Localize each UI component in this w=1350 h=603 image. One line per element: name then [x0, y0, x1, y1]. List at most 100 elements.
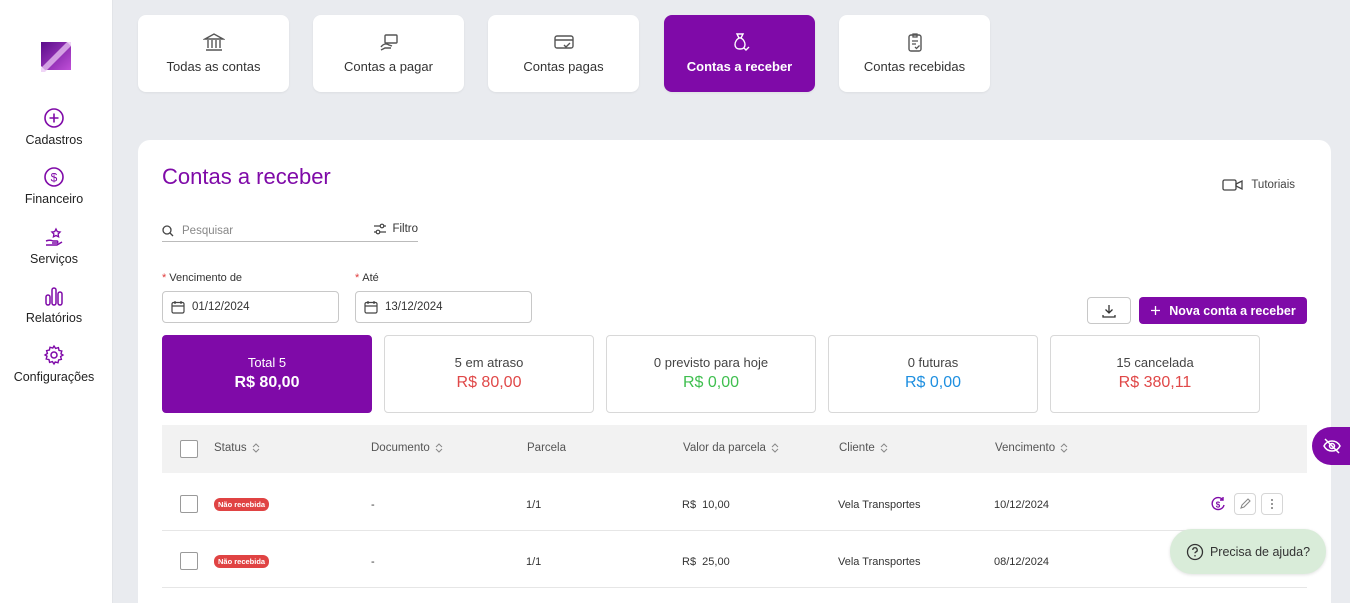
plus-circle-icon [44, 108, 64, 128]
sort-icon [252, 443, 259, 453]
required-mark: * [355, 272, 360, 284]
tab-label: Contas recebidas [863, 59, 966, 74]
due-to-value: 13/12/2024 [385, 301, 443, 313]
sidebar-item-label: Relatórios [25, 311, 83, 325]
tab-label: Contas pagas [523, 59, 604, 74]
cell-documento: - [371, 499, 375, 511]
help-button[interactable]: Precisa de ajuda? [1170, 529, 1326, 574]
sidebar-item-cadastros[interactable]: Cadastros [0, 107, 108, 149]
sidebar-item-servicos[interactable]: Serviços [0, 226, 108, 268]
cell-valor: R$ 25,00 [682, 556, 730, 568]
column-header-vencimento[interactable]: Vencimento [995, 442, 1068, 454]
column-header-valor[interactable]: Valor da parcela [683, 442, 779, 454]
column-header-cliente[interactable]: Cliente [839, 442, 888, 454]
gear-icon [43, 344, 65, 366]
sidebar-item-label: Configurações [13, 370, 95, 384]
column-header-documento[interactable]: Documento [371, 442, 443, 454]
question-circle-icon [1186, 543, 1204, 560]
table-row[interactable]: Não recebida - 1/1 R$ 25,00 Vela Transpo… [162, 531, 1307, 588]
due-from-label-text: Vencimento de [169, 272, 243, 284]
select-all-checkbox[interactable] [180, 440, 198, 458]
tab-contas-a-receber[interactable]: Contas a receber [664, 15, 815, 92]
search-icon [162, 224, 174, 236]
column-header-label: Valor da parcela [683, 442, 766, 454]
search-input[interactable] [182, 224, 362, 237]
sort-icon [435, 443, 443, 453]
page-title: Contas a receber [162, 164, 331, 189]
row-actions: $ [1207, 493, 1283, 515]
summary-value: R$ 80,00 [456, 374, 522, 391]
summary-future[interactable]: 0 futuras R$ 0,00 [828, 335, 1038, 413]
eye-off-icon [1323, 438, 1341, 454]
video-camera-icon [1222, 179, 1243, 191]
tab-contas-recebidas[interactable]: Contas recebidas [839, 15, 990, 92]
summary-label: 15 cancelada [1116, 355, 1194, 370]
hand-money-icon [379, 34, 398, 51]
sidebar-item-financeiro[interactable]: $ Financeiro [0, 166, 108, 208]
pencil-icon [1240, 498, 1251, 509]
column-header-parcela: Parcela [527, 442, 566, 454]
bank-icon [202, 33, 225, 51]
table-row[interactable]: Não recebida - 1/1 R$ 10,00 Vela Transpo… [162, 474, 1307, 531]
status-badge: Não recebida [214, 555, 270, 568]
sidebar-item-relatorios[interactable]: Relatórios [0, 285, 108, 327]
clipboard-check-icon [907, 33, 922, 52]
tutorials-link[interactable]: Tutoriais [1222, 178, 1295, 192]
cell-vencimento: 10/12/2024 [994, 499, 1050, 511]
hide-values-toggle[interactable] [1312, 427, 1350, 465]
column-header-label: Status [214, 442, 247, 454]
summary-cancelled[interactable]: 15 cancelada R$ 380,11 [1050, 335, 1260, 413]
download-button[interactable] [1087, 297, 1131, 324]
column-header-label: Parcela [527, 442, 566, 454]
required-mark: * [162, 272, 167, 284]
summary-overdue[interactable]: 5 em atraso R$ 80,00 [384, 335, 594, 413]
receive-payment-button[interactable]: $ [1207, 493, 1229, 515]
edit-button[interactable] [1234, 493, 1256, 515]
summary-total[interactable]: Total 5 R$ 80,00 [162, 335, 372, 413]
table-header: Status Documento Parcela Valor da parcel… [162, 425, 1307, 473]
filter-button[interactable]: Filtro [373, 223, 418, 235]
due-from-value: 01/12/2024 [192, 301, 250, 313]
cell-vencimento: 08/12/2024 [994, 556, 1050, 568]
column-header-label: Vencimento [995, 442, 1056, 454]
column-header-status[interactable]: Status [214, 442, 260, 454]
due-to-label: * Até [355, 272, 379, 284]
cell-cliente: Vela Transportes [838, 499, 921, 511]
column-header-label: Cliente [839, 442, 875, 454]
download-icon [1102, 304, 1116, 318]
tab-contas-pagas[interactable]: Contas pagas [488, 15, 639, 92]
sidebar-item-label: Financeiro [24, 192, 84, 206]
due-to-date-field[interactable]: 13/12/2024 [355, 291, 532, 323]
sort-icon [771, 443, 779, 453]
card-check-icon [553, 35, 574, 49]
search-bar: Filtro [162, 220, 418, 242]
cell-valor: R$ 10,00 [682, 499, 730, 511]
due-from-date-field[interactable]: 01/12/2024 [162, 291, 339, 323]
summary-label: 5 em atraso [454, 355, 524, 370]
tab-label: Contas a receber [686, 59, 793, 74]
tab-label: Todas as contas [166, 59, 261, 74]
new-receivable-button[interactable]: Nova conta a receber [1139, 297, 1307, 324]
sidebar-item-configuracoes[interactable]: Configurações [0, 344, 108, 386]
tab-contas-a-pagar[interactable]: Contas a pagar [313, 15, 464, 92]
more-options-button[interactable] [1261, 493, 1283, 515]
row-checkbox[interactable] [180, 495, 198, 513]
money-bag-icon [733, 33, 749, 51]
tab-todas-as-contas[interactable]: Todas as contas [138, 15, 289, 92]
row-checkbox[interactable] [180, 552, 198, 570]
cell-parcela: 1/1 [526, 556, 542, 568]
bar-chart-icon [45, 287, 63, 306]
cell-parcela: 1/1 [526, 499, 542, 511]
sort-icon [880, 443, 888, 453]
status-badge: Não recebida [214, 498, 270, 511]
app-logo[interactable] [37, 38, 73, 74]
sort-icon [1060, 443, 1068, 453]
due-to-label-text: Até [362, 272, 379, 284]
svg-text:$: $ [1216, 501, 1221, 510]
calendar-icon [364, 301, 378, 314]
dollar-circle-icon: $ [44, 167, 64, 187]
summary-value: R$ 0,00 [904, 374, 962, 391]
summary-value: R$ 80,00 [234, 374, 300, 391]
cell-cliente: Vela Transportes [838, 556, 921, 568]
summary-due-today[interactable]: 0 previsto para hoje R$ 0,00 [606, 335, 816, 413]
